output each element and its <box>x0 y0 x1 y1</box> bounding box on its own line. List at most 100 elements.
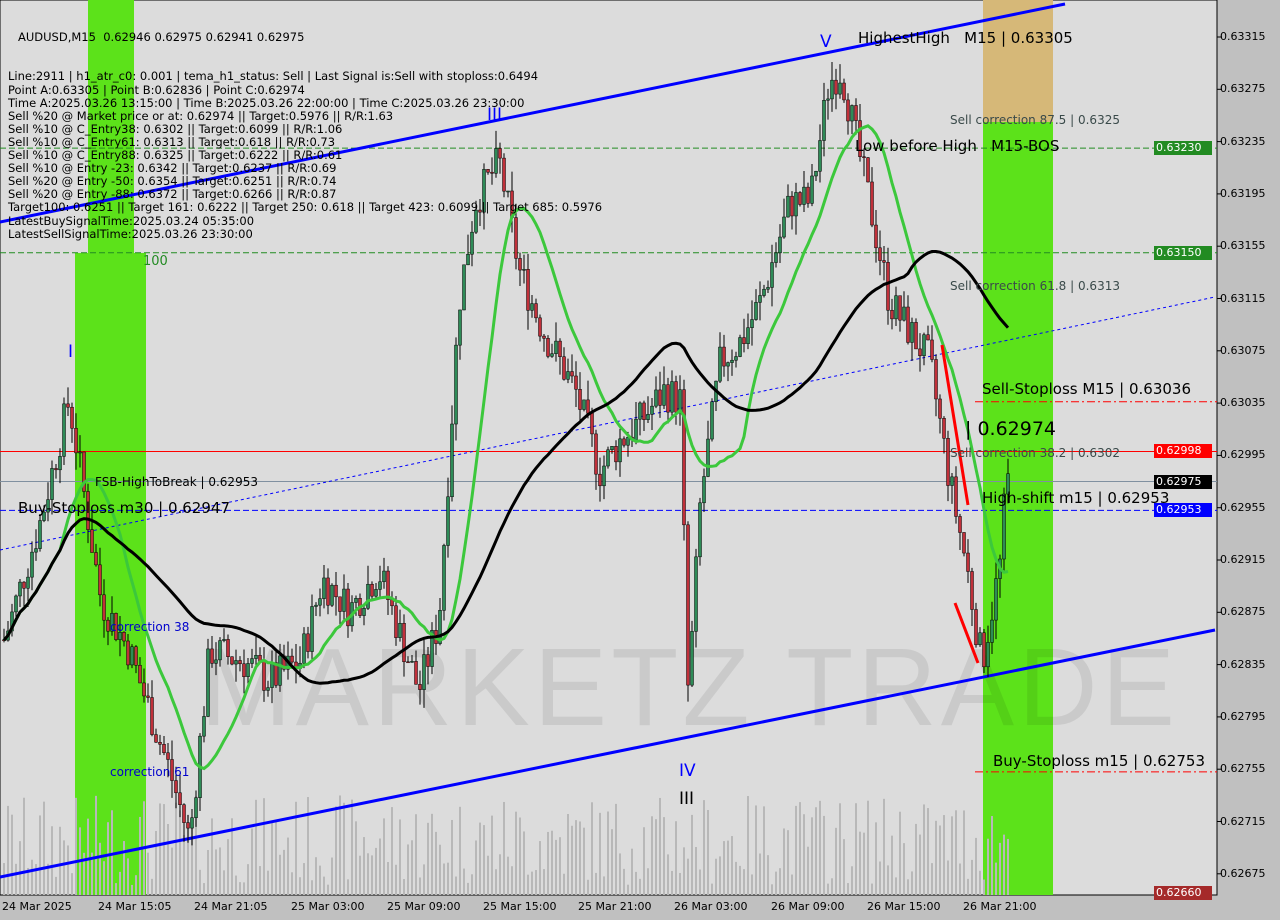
candle-body <box>502 157 506 192</box>
candle-body <box>930 339 934 360</box>
candle-body <box>70 406 74 429</box>
volume-bar <box>847 883 849 895</box>
channel-lower-line <box>0 628 1216 879</box>
candle-body <box>94 552 98 566</box>
candle-body <box>798 192 802 205</box>
candle-body <box>362 608 366 616</box>
candle-body <box>518 258 522 271</box>
volume-bar <box>51 826 53 895</box>
channel-mid-line <box>0 296 1216 551</box>
volume-bar <box>871 883 873 895</box>
volume-bar <box>587 879 589 895</box>
candle-body <box>850 105 854 122</box>
volume-bar <box>415 814 417 895</box>
candle-body <box>498 148 502 159</box>
volume-bar <box>815 807 817 895</box>
volume-bar <box>115 883 117 895</box>
candle-body <box>574 375 578 390</box>
candle-body <box>710 401 714 440</box>
candle-body <box>762 288 766 296</box>
volume-bar <box>471 874 473 895</box>
candle-body <box>158 741 162 745</box>
volume-bar <box>507 856 509 895</box>
chart-label-high-shift: High-shift m15 | 0.62953 <box>982 489 1170 507</box>
volume-bar <box>631 848 633 895</box>
candle-body <box>938 398 942 419</box>
candle-body <box>530 303 534 311</box>
candle-body <box>994 578 998 621</box>
x-tick-label: 26 Mar 03:00 <box>674 900 748 913</box>
volume-bar <box>695 847 697 895</box>
volume-bar <box>783 828 785 895</box>
chart-label-correction-61: correction 61 <box>110 765 190 779</box>
volume-bar <box>923 804 925 895</box>
candle-body <box>466 253 470 266</box>
candle-body <box>706 438 710 477</box>
candle-body <box>378 581 382 590</box>
y-tick-label: 0.63075 <box>1220 343 1266 357</box>
candle-body <box>290 655 294 663</box>
candle-body <box>110 613 114 632</box>
candle-body <box>726 362 730 367</box>
green-zone <box>983 122 1053 895</box>
volume-bar <box>999 842 1001 895</box>
volume-bar <box>231 818 233 895</box>
volume-bar <box>267 870 269 895</box>
y-tick-label: 0.63235 <box>1220 134 1266 148</box>
volume-bar <box>987 838 989 895</box>
volume-bar <box>931 863 933 895</box>
volume-bar <box>179 810 181 895</box>
volume-bar <box>499 854 501 895</box>
volume-bar <box>575 820 577 895</box>
volume-bar <box>723 841 725 895</box>
y-tick-label: 0.63315 <box>1220 30 1266 43</box>
candle-body <box>682 389 686 526</box>
volume-bar <box>779 868 781 895</box>
volume-bar <box>875 822 877 895</box>
candle-body <box>906 306 910 343</box>
volume-bar <box>139 816 141 895</box>
volume-bar <box>563 873 565 895</box>
volume-bar <box>855 803 857 895</box>
y-tick-label: 0.62955 <box>1220 500 1266 514</box>
candle-body <box>534 303 538 319</box>
volume-bar <box>63 840 65 895</box>
candle-body <box>738 337 742 357</box>
candle-body <box>266 687 270 691</box>
candle-body <box>618 438 622 463</box>
candle-body <box>50 468 54 500</box>
volume-bar <box>399 819 401 895</box>
x-tick-label: 24 Mar 2025 <box>2 900 72 913</box>
ma-fast-line <box>2 124 1009 771</box>
candle-body <box>934 359 938 400</box>
info-line: Sell %10 @ C_Entry61: 0.6313 || Target:0… <box>8 134 336 149</box>
y-tick-label: 0.62755 <box>1220 762 1266 776</box>
candle-body <box>130 646 134 666</box>
candle-body <box>942 418 946 439</box>
volume-bar <box>915 823 917 895</box>
volume-bar <box>331 857 333 895</box>
candle-body <box>742 337 746 345</box>
candle-body <box>230 656 234 665</box>
candle-body <box>374 589 378 597</box>
candle-body <box>858 120 862 157</box>
info-line: Line:2911 | h1_atr_c0: 0.001 | tema_h1_s… <box>8 69 539 84</box>
x-tick-label: 26 Mar 15:00 <box>867 900 941 913</box>
candle-body <box>962 532 966 554</box>
volume-bar <box>435 831 437 895</box>
volume-bar <box>775 871 777 895</box>
volume-bar <box>307 797 309 895</box>
volume-bar <box>323 876 325 895</box>
candle-body <box>686 524 690 686</box>
volume-bar <box>943 815 945 895</box>
volume-bar <box>911 871 913 895</box>
candle-body <box>650 405 654 415</box>
y-tick-label: 0.62915 <box>1220 553 1266 566</box>
volume-bar <box>67 845 69 895</box>
candle-body <box>154 734 158 743</box>
signal-zones <box>75 0 1053 895</box>
volume-bar <box>623 868 625 895</box>
volume-bar <box>299 877 301 895</box>
volume-bar <box>835 827 837 895</box>
